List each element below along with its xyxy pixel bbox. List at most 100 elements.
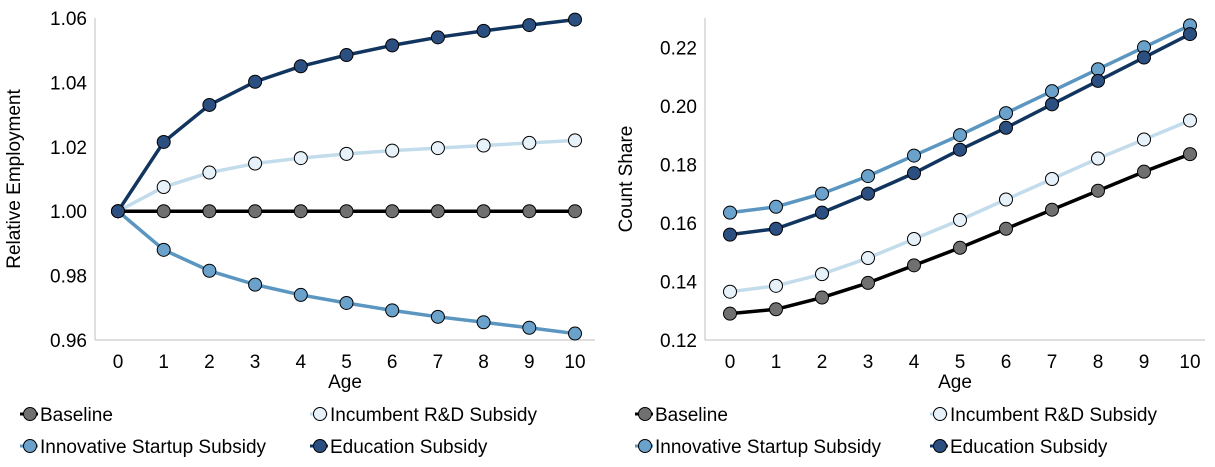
data-point-innovative-startup-subsidy	[1091, 62, 1105, 77]
data-point-baseline	[1091, 183, 1105, 198]
series-line-innovative-startup-subsidy	[116, 209, 576, 336]
data-point-education-subsidy	[248, 74, 263, 89]
data-point-innovative-startup-subsidy	[953, 128, 967, 143]
data-point-incumbent-r-d-subsidy	[1045, 172, 1059, 186]
data-point-innovative-startup-subsidy	[815, 186, 829, 201]
data-point-incumbent-r-d-subsidy	[339, 146, 354, 161]
data-point-incumbent-r-d-subsidy	[999, 192, 1013, 207]
data-point-education-subsidy	[293, 59, 308, 74]
data-point-innovative-startup-subsidy	[156, 242, 171, 257]
x-tick-label: 1	[771, 352, 782, 373]
data-point-innovative-startup-subsidy	[522, 320, 537, 335]
data-point-innovative-startup-subsidy	[293, 287, 308, 302]
data-point-baseline	[907, 258, 921, 273]
x-tick-label: 6	[387, 352, 398, 373]
data-point-innovative-startup-subsidy	[385, 303, 400, 318]
legend-label-innovative-startup-subsidy: Innovative Startup Subsidy	[40, 437, 267, 458]
data-point-incumbent-r-d-subsidy	[953, 212, 967, 227]
y-tick-label: 0.12	[660, 331, 697, 352]
data-point-education-subsidy	[476, 23, 491, 38]
data-point-education-subsidy	[1045, 97, 1059, 112]
legend-label-incumbent-r-d-subsidy: Incumbent R&D Subsidy	[950, 405, 1157, 426]
data-point-baseline	[430, 204, 445, 219]
data-point-baseline	[476, 204, 491, 219]
x-tick-label: 4	[909, 352, 920, 373]
data-point-incumbent-r-d-subsidy	[385, 143, 400, 158]
data-point-baseline	[861, 275, 875, 290]
data-point-innovative-startup-subsidy	[430, 309, 445, 324]
y-tick-label: 0.98	[50, 267, 87, 288]
legend-swatch-marker	[638, 439, 652, 453]
data-point-innovative-startup-subsidy	[476, 315, 491, 330]
legend-label-innovative-startup-subsidy: Innovative Startup Subsidy	[655, 437, 882, 458]
data-point-incumbent-r-d-subsidy	[202, 165, 217, 180]
data-point-baseline	[339, 204, 354, 219]
data-point-education-subsidy	[907, 166, 921, 181]
data-point-baseline	[953, 240, 967, 255]
legend-label-baseline: Baseline	[40, 405, 113, 426]
legend-swatch-marker	[23, 407, 37, 421]
data-point-innovative-startup-subsidy	[339, 295, 354, 310]
legend-swatch-marker	[313, 407, 327, 421]
data-point-innovative-startup-subsidy	[999, 106, 1013, 121]
legend-swatch-marker	[933, 439, 947, 453]
x-tick-label: 10	[1179, 352, 1200, 373]
y-tick-label: 0.16	[660, 214, 697, 235]
x-tick-label: 8	[1093, 352, 1104, 373]
data-point-education-subsidy	[111, 204, 125, 219]
data-point-incumbent-r-d-subsidy	[1137, 132, 1151, 147]
data-point-education-subsidy	[1137, 50, 1151, 65]
y-tick-label: 1.04	[50, 73, 87, 94]
data-point-baseline	[723, 306, 737, 321]
data-point-baseline	[156, 204, 171, 219]
data-point-education-subsidy	[1183, 27, 1197, 42]
x-tick-label: 3	[250, 352, 261, 373]
data-point-incumbent-r-d-subsidy	[769, 278, 783, 293]
data-point-innovative-startup-subsidy	[568, 326, 582, 341]
legend-label-education-subsidy: Education Subsidy	[330, 437, 488, 458]
series-line-innovative-startup-subsidy	[729, 23, 1191, 215]
data-point-incumbent-r-d-subsidy	[248, 156, 263, 171]
x-tick-label: 5	[341, 352, 352, 373]
y-tick-label: 0.14	[660, 272, 697, 293]
x-tick-label: 0	[113, 352, 124, 373]
x-axis-title: Age	[328, 372, 362, 393]
data-point-education-subsidy	[385, 38, 400, 53]
data-point-incumbent-r-d-subsidy	[430, 141, 445, 156]
chart-count-share: 0.12 0.14 0.16 0.18 0.20 0.22 0 1 2 3 4 5 6 7 8 9 10 Age C…	[616, 18, 1205, 458]
data-point-incumbent-r-d-subsidy	[723, 284, 737, 299]
data-point-incumbent-r-d-subsidy	[861, 251, 875, 266]
y-tick-label: 1.00	[50, 202, 87, 223]
x-tick-label: 1	[158, 352, 169, 373]
x-tick-label: 5	[955, 352, 966, 373]
data-point-incumbent-r-d-subsidy	[293, 151, 308, 166]
y-axis-title: Relative Employment	[4, 89, 25, 269]
data-point-innovative-startup-subsidy	[248, 277, 263, 292]
x-tick-label: 0	[725, 352, 736, 373]
data-point-innovative-startup-subsidy	[202, 263, 217, 278]
y-axis-title: Count Share	[616, 126, 637, 233]
x-tick-label: 9	[524, 352, 535, 373]
data-point-baseline	[815, 290, 829, 305]
data-point-baseline	[385, 204, 400, 219]
data-point-education-subsidy	[156, 134, 171, 149]
data-point-baseline	[1045, 202, 1059, 217]
x-tick-label: 8	[478, 352, 489, 373]
data-point-innovative-startup-subsidy	[907, 148, 921, 163]
series-line-baseline	[729, 152, 1191, 316]
legend-swatch-marker	[23, 439, 37, 453]
data-point-education-subsidy	[568, 12, 582, 27]
data-point-education-subsidy	[815, 205, 829, 220]
x-tick-label: 4	[296, 352, 307, 373]
data-point-baseline	[293, 204, 308, 219]
y-tick-label: 0.96	[50, 331, 87, 352]
data-point-education-subsidy	[953, 142, 967, 157]
data-point-incumbent-r-d-subsidy	[815, 267, 829, 282]
x-tick-label: 2	[817, 352, 828, 373]
x-tick-label: 7	[433, 352, 444, 373]
y-tick-label: 0.20	[660, 97, 697, 118]
data-point-baseline	[568, 204, 582, 219]
data-point-baseline	[1137, 164, 1151, 179]
x-tick-label: 3	[863, 352, 874, 373]
